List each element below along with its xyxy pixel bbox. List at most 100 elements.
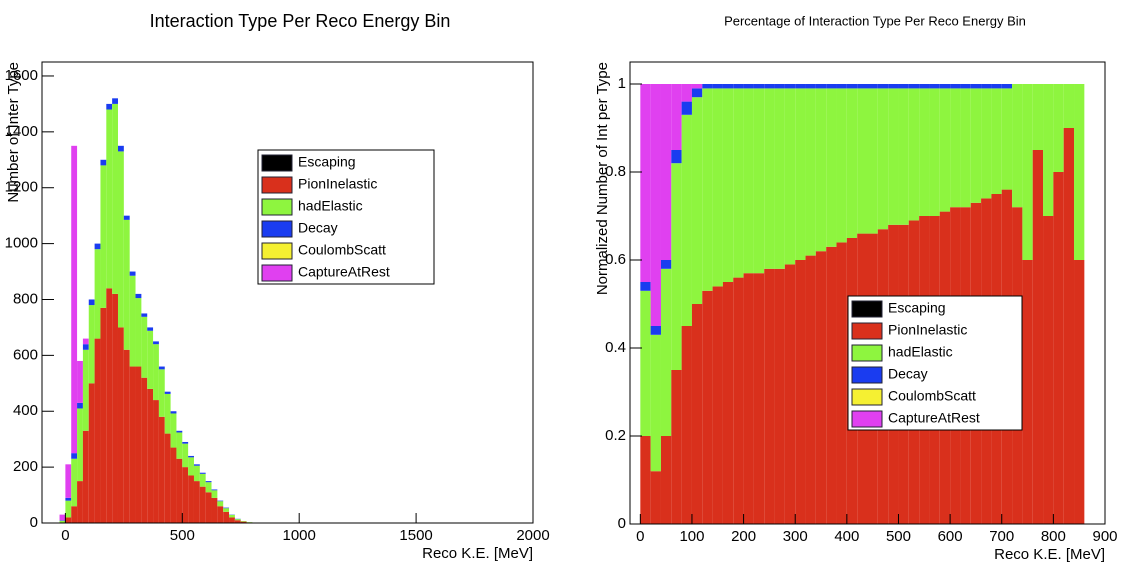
histogram-bar [123,349,130,523]
histogram-bar [170,447,177,523]
histogram-bar [211,489,218,491]
histogram-bar [981,84,992,89]
histogram-bar [671,370,682,524]
histogram-bar [712,286,723,524]
histogram-bar [1012,84,1023,208]
histogram-bar [970,88,982,203]
histogram-bar [650,471,661,524]
histogram-bar [199,486,206,523]
histogram-bar [129,271,136,276]
y-tick-label: 0.6 [605,251,626,268]
histogram-bar [141,316,148,378]
histogram-bar [94,243,101,250]
histogram-bar [193,465,200,482]
histogram-bar [939,84,951,89]
histogram-bar [877,88,889,230]
histogram-bar [815,88,827,252]
histogram-bar [182,441,189,444]
histogram-bar [733,277,744,524]
legend-box [257,149,435,285]
histogram-bar [743,88,754,274]
histogram-bar [153,400,159,523]
histogram-bar [919,88,930,216]
histogram-bar [176,430,183,433]
histogram-bar [188,457,194,476]
histogram-bar [141,377,148,523]
legend-label: CoulombScatt [298,242,386,258]
histogram-bar [681,101,692,115]
histogram-bar [908,88,920,221]
histogram-bar [147,330,154,389]
histogram-bar [960,84,971,89]
histogram-bar [117,151,124,328]
histogram-bar [170,413,177,448]
histogram-bar [234,520,241,523]
histogram-bar [898,84,909,89]
histogram-bar [117,145,124,152]
x-tick-label: 300 [783,528,808,545]
histogram-bar [846,84,858,89]
histogram-bar [106,103,113,110]
histogram-bar [660,268,672,436]
histogram-bar [112,293,118,523]
x-tick-label: 0 [636,528,644,545]
plot-frame [41,61,534,524]
legend-swatch [261,264,293,282]
histogram-bar [753,84,765,89]
legend-swatch [261,198,293,216]
legend-swatch [851,410,883,428]
histogram-bar [712,84,723,89]
histogram-bar [671,163,682,370]
histogram-bar [950,84,961,89]
histogram-bar [846,88,858,239]
histogram-bar [764,84,775,89]
histogram-bar [867,88,878,234]
histogram-bar [681,114,692,326]
histogram-bar [100,159,107,166]
histogram-bar [826,88,837,247]
histogram-bar [671,150,682,164]
y-tick-label: 600 [13,346,38,363]
histogram-bar [217,500,224,502]
histogram-bar [106,288,113,523]
histogram-bar [1001,88,1013,190]
histogram-bar [147,388,154,523]
chart-title: Interaction Type Per Reco Energy Bin [150,11,451,31]
histogram-bar [970,84,982,89]
x-tick-label: 400 [834,528,859,545]
histogram-bar [671,84,682,150]
histogram-bar [857,84,868,89]
histogram-bar [733,84,744,89]
x-tick-label: 700 [989,528,1014,545]
x-tick-label: 0 [61,527,69,544]
y-tick-label: 0.4 [605,339,626,356]
histogram-bar [59,520,66,521]
legend-swatch [851,366,883,384]
histogram-bar [774,88,785,269]
histogram-bar [815,84,827,89]
x-tick-label: 800 [1041,528,1066,545]
y-tick-label: 1 [618,75,626,92]
histogram-bar [100,165,107,308]
histogram-bar [223,508,230,512]
legend-label: hadElastic [888,344,953,360]
histogram-bar [135,298,142,367]
legend: Escaping PionInelastic hadElastic Decay Coul… [847,295,1023,431]
legend-swatch [851,388,883,406]
histogram-bar [691,97,703,304]
y-tick-label: 0.8 [605,163,626,180]
legend-label: CoulombScatt [888,388,976,404]
chart-panel: Percentage of Interaction Type Per Reco … [594,13,1118,563]
y-tick-label: 0 [30,514,38,531]
histogram-bar [170,411,177,414]
histogram-bar [182,443,189,468]
histogram-bar [158,366,165,370]
histogram-bar [660,84,672,260]
histogram-bar [71,453,78,459]
histogram-bar [929,88,940,216]
histogram-bar [753,273,765,524]
histogram-bar [702,290,713,524]
histogram-bar [784,88,796,265]
histogram-bar [1001,84,1013,89]
